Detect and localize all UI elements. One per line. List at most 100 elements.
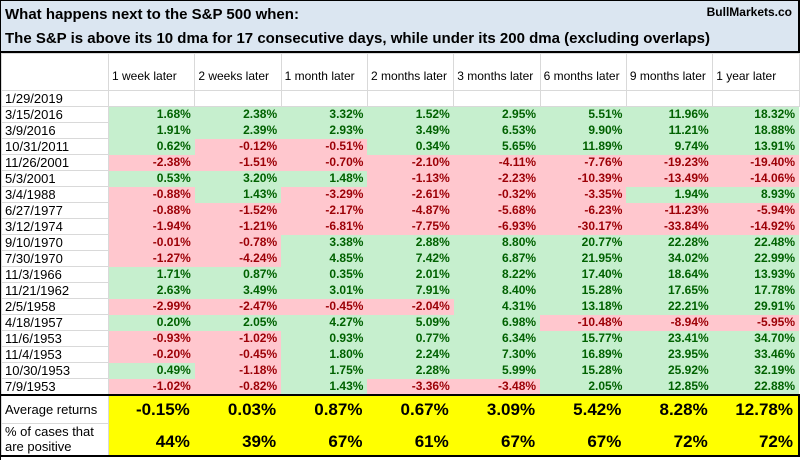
return-cell[interactable]: 0.34% (367, 138, 454, 155)
return-cell[interactable] (280, 90, 368, 107)
column-header[interactable]: 1 month later (280, 53, 368, 91)
row-date[interactable]: 6/27/1977 (1, 202, 109, 219)
return-cell[interactable]: -4.11% (453, 154, 541, 171)
row-date[interactable]: 11/21/1962 (1, 282, 109, 299)
row-date[interactable]: 3/4/1988 (1, 186, 109, 203)
return-cell[interactable]: 22.88% (712, 378, 799, 395)
positive-cell[interactable]: 72% (626, 423, 713, 457)
return-cell[interactable]: -19.23% (626, 154, 713, 171)
return-cell[interactable]: -5.95% (712, 314, 799, 331)
return-cell[interactable]: -2.99% (108, 298, 195, 315)
return-cell[interactable]: 2.01% (367, 266, 454, 283)
positive-label[interactable]: % of cases that are positive (1, 422, 109, 457)
corner-cell[interactable] (1, 53, 109, 91)
return-cell[interactable]: -6.81% (281, 218, 368, 235)
return-cell[interactable]: -2.61% (367, 186, 454, 203)
average-label[interactable]: Average returns (1, 394, 109, 424)
return-cell[interactable]: 2.05% (540, 378, 627, 395)
return-cell[interactable]: -0.20% (108, 346, 195, 363)
return-cell[interactable]: -0.88% (108, 202, 195, 219)
return-cell[interactable]: 15.77% (540, 330, 627, 347)
return-cell[interactable]: 23.95% (626, 346, 713, 363)
return-cell[interactable]: -3.35% (540, 186, 627, 203)
return-cell[interactable]: 2.39% (194, 122, 282, 139)
return-cell[interactable]: 7.91% (367, 282, 454, 299)
return-cell[interactable]: 2.38% (194, 106, 282, 123)
return-cell[interactable]: 1.91% (108, 122, 195, 139)
return-cell[interactable]: -1.02% (194, 330, 282, 347)
return-cell[interactable]: 1.68% (108, 106, 195, 123)
return-cell[interactable]: 12.85% (626, 378, 713, 395)
return-cell[interactable]: 1.71% (108, 266, 195, 283)
return-cell[interactable]: -0.51% (281, 138, 368, 155)
average-cell[interactable]: 0.03% (194, 394, 282, 423)
return-cell[interactable]: 11.96% (626, 106, 713, 123)
return-cell[interactable]: 32.19% (712, 362, 799, 379)
average-cell[interactable]: 5.42% (540, 394, 627, 423)
return-cell[interactable]: 4.85% (281, 250, 368, 267)
return-cell[interactable]: 3.49% (367, 122, 454, 139)
average-cell[interactable]: -0.15% (108, 394, 195, 423)
return-cell[interactable]: 6.98% (453, 314, 541, 331)
row-date[interactable]: 3/15/2016 (1, 106, 109, 123)
return-cell[interactable]: -1.21% (194, 218, 282, 235)
return-cell[interactable]: 22.28% (626, 234, 713, 251)
row-date[interactable]: 4/18/1957 (1, 314, 109, 331)
return-cell[interactable]: -2.04% (367, 298, 454, 315)
return-cell[interactable]: -10.39% (540, 170, 627, 187)
return-cell[interactable]: 22.99% (712, 250, 799, 267)
row-date[interactable]: 7/30/1970 (1, 250, 109, 267)
return-cell[interactable]: 5.99% (453, 362, 541, 379)
return-cell[interactable]: -11.23% (626, 202, 713, 219)
return-cell[interactable]: -1.52% (194, 202, 282, 219)
return-cell[interactable]: 2.28% (367, 362, 454, 379)
return-cell[interactable]: -1.13% (367, 170, 454, 187)
return-cell[interactable]: 34.70% (712, 330, 799, 347)
row-date[interactable]: 11/26/2001 (1, 154, 109, 171)
return-cell[interactable]: 0.87% (194, 266, 282, 283)
return-cell[interactable]: -3.36% (367, 378, 454, 395)
return-cell[interactable]: -5.94% (712, 202, 799, 219)
return-cell[interactable]: -33.84% (626, 218, 713, 235)
average-cell[interactable]: 0.67% (367, 394, 454, 423)
return-cell[interactable]: -2.10% (367, 154, 454, 171)
return-cell[interactable]: 3.20% (194, 170, 282, 187)
return-cell[interactable]: 13.91% (712, 138, 799, 155)
return-cell[interactable]: 0.49% (108, 362, 195, 379)
return-cell[interactable] (625, 90, 714, 107)
return-cell[interactable]: -14.06% (712, 170, 799, 187)
return-cell[interactable]: -1.51% (194, 154, 282, 171)
return-cell[interactable]: 20.77% (540, 234, 627, 251)
return-cell[interactable]: 33.46% (712, 346, 799, 363)
row-date[interactable]: 3/12/1974 (1, 218, 109, 235)
positive-cell[interactable]: 39% (194, 423, 282, 457)
return-cell[interactable]: 18.32% (712, 106, 799, 123)
row-date[interactable]: 1/29/2019 (1, 90, 109, 107)
return-cell[interactable]: 17.40% (540, 266, 627, 283)
row-date[interactable]: 11/4/1953 (1, 346, 109, 363)
return-cell[interactable]: 4.27% (281, 314, 368, 331)
return-cell[interactable]: -1.94% (108, 218, 195, 235)
return-cell[interactable]: 22.21% (626, 298, 713, 315)
return-cell[interactable]: 16.89% (540, 346, 627, 363)
return-cell[interactable]: -0.70% (281, 154, 368, 171)
return-cell[interactable]: -7.75% (367, 218, 454, 235)
row-date[interactable]: 7/9/1953 (1, 378, 109, 396)
return-cell[interactable]: -2.38% (108, 154, 195, 171)
return-cell[interactable]: -2.47% (194, 298, 282, 315)
return-cell[interactable]: 17.78% (712, 282, 799, 299)
average-cell[interactable]: 3.09% (453, 394, 541, 423)
column-header[interactable]: 2 months later (366, 53, 455, 91)
return-cell[interactable]: 3.38% (281, 234, 368, 251)
row-date[interactable]: 3/9/2016 (1, 122, 109, 139)
positive-cell[interactable]: 67% (281, 423, 368, 457)
return-cell[interactable]: 2.05% (194, 314, 282, 331)
return-cell[interactable]: -1.18% (194, 362, 282, 379)
average-cell[interactable]: 0.87% (281, 394, 368, 423)
return-cell[interactable]: 13.93% (712, 266, 799, 283)
return-cell[interactable]: 23.41% (626, 330, 713, 347)
return-cell[interactable]: 0.20% (108, 314, 195, 331)
row-date[interactable]: 5/3/2001 (1, 170, 109, 187)
column-header[interactable]: 1 week later (107, 53, 196, 91)
return-cell[interactable]: -0.12% (194, 138, 282, 155)
